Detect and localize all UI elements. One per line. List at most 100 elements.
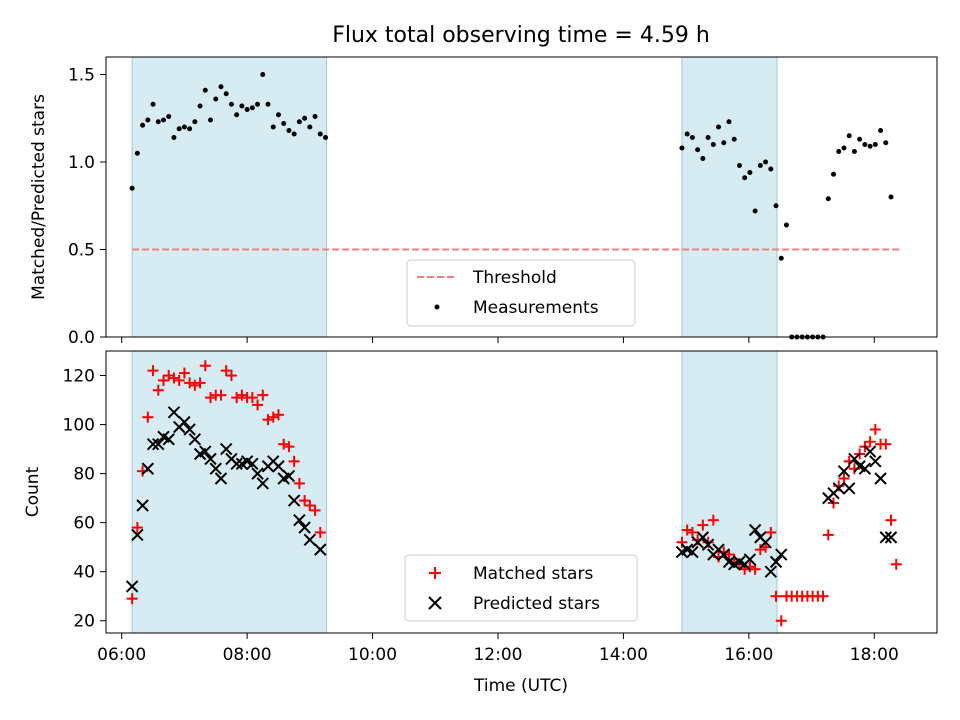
measurement-point [695,147,701,153]
measurement-point [757,163,763,168]
legend-matched-label: Matched stars [473,564,593,584]
matched-star-point [236,389,248,401]
observing-window-span [681,350,778,634]
measurement-point [286,128,292,133]
measurement-point [187,126,193,132]
predicted-star-point [863,445,877,458]
measurement-point [888,194,894,200]
matched-star-point [152,384,164,396]
x-axis-label: Time (UTC) [473,676,568,696]
predicted-star-point [293,513,306,527]
measurement-point [213,96,219,102]
predicted-star-point [837,464,851,478]
predicted-star-point [188,433,202,446]
matched-star-point [173,374,185,386]
measurement-point [181,124,187,130]
measurement-point [140,122,146,128]
measurement-point [234,112,240,118]
y-tick-label: 1.5 [68,66,95,86]
count-legend: Matched stars Predicted stars [404,554,638,622]
observing-window-span [131,56,328,338]
measurement-point [831,171,837,177]
measurement-point [878,128,884,133]
measurement-point [705,135,711,140]
measurement-point [192,119,198,125]
matched-star-point [288,455,300,467]
measurement-point [171,135,177,140]
legend-threshold-label: Threshold [472,268,557,288]
predicted-star-point [204,452,217,466]
matched-star-point [890,558,902,570]
matched-star-point [231,392,243,404]
predicted-star-point [131,528,144,542]
measurement-point [716,124,722,130]
measurement-point [145,117,151,123]
matched-star-point [686,526,698,538]
predicted-star-point [869,455,882,468]
measurement-point [134,150,140,156]
predicted-star-point [152,437,165,451]
matched-star-point [194,377,206,389]
measurement-point [736,163,742,168]
matched-star-point [178,367,190,379]
predicted-star-point [842,482,856,495]
measurement-point [239,103,245,109]
y-tick-label: 120 [63,367,95,387]
flux-legend: Threshold Measurements [406,259,636,327]
matched-star-point [309,504,321,516]
matched-star-point [142,411,154,423]
matched-star-point [681,524,693,536]
matched-star-point [817,590,829,602]
measurement-point [846,133,852,139]
measurement-point [223,91,229,97]
flux-panel: 0.0 0.5 1.0 1.5 Flux total observing time =… [29,23,938,348]
predicted-star-point [256,477,269,490]
matched-star-point [168,372,180,384]
matched-star-point [822,529,834,541]
measurement-point [726,119,732,125]
x-tick-label: 16:00 [724,645,773,665]
matched-star-point [272,409,284,421]
predicted-star-point [146,437,160,451]
matched-star-point [189,379,201,391]
predicted-star-point [167,406,181,419]
measurement-point [778,255,784,261]
matched-star-point [252,399,264,411]
measurement-point [160,117,166,123]
matched-star-point [278,438,290,450]
matched-star-point [147,365,159,377]
predicted-star-point [717,548,730,561]
observing-window-span [681,56,778,338]
measurement-point [312,114,318,119]
matched-star-point [157,374,169,386]
predicted-star-point [884,531,898,544]
matched-star-point [220,365,232,377]
matched-star-point [723,549,735,561]
y-tick-label: 0.5 [68,241,95,261]
matched-star-point [267,411,279,423]
matched-star-point [199,360,211,372]
predicted-star-point [832,482,845,495]
x-tick-label: 12:00 [473,645,522,665]
matched-star-point [299,495,311,507]
measurement-point [752,208,758,214]
predicted-star-point [251,467,264,480]
predicted-star-point [246,457,259,471]
x-tick-label: 06:00 [97,645,146,665]
matched-star-point [131,522,143,534]
predicted-star-point [162,433,175,446]
matched-star-point [246,392,258,404]
measurement-point [155,119,161,125]
measurement-point [679,145,685,151]
measurement-point [857,136,863,142]
y-tick-label: 80 [73,465,95,485]
predicted-star-point [141,462,155,475]
matched-star-point [838,473,850,485]
measurement-point [872,142,878,147]
matched-star-point [283,441,295,453]
matched-star-point [293,477,305,489]
matched-star-point [205,392,217,404]
measurement-point [255,101,261,107]
measurement-point [763,159,769,165]
matched-star-point [754,544,766,556]
